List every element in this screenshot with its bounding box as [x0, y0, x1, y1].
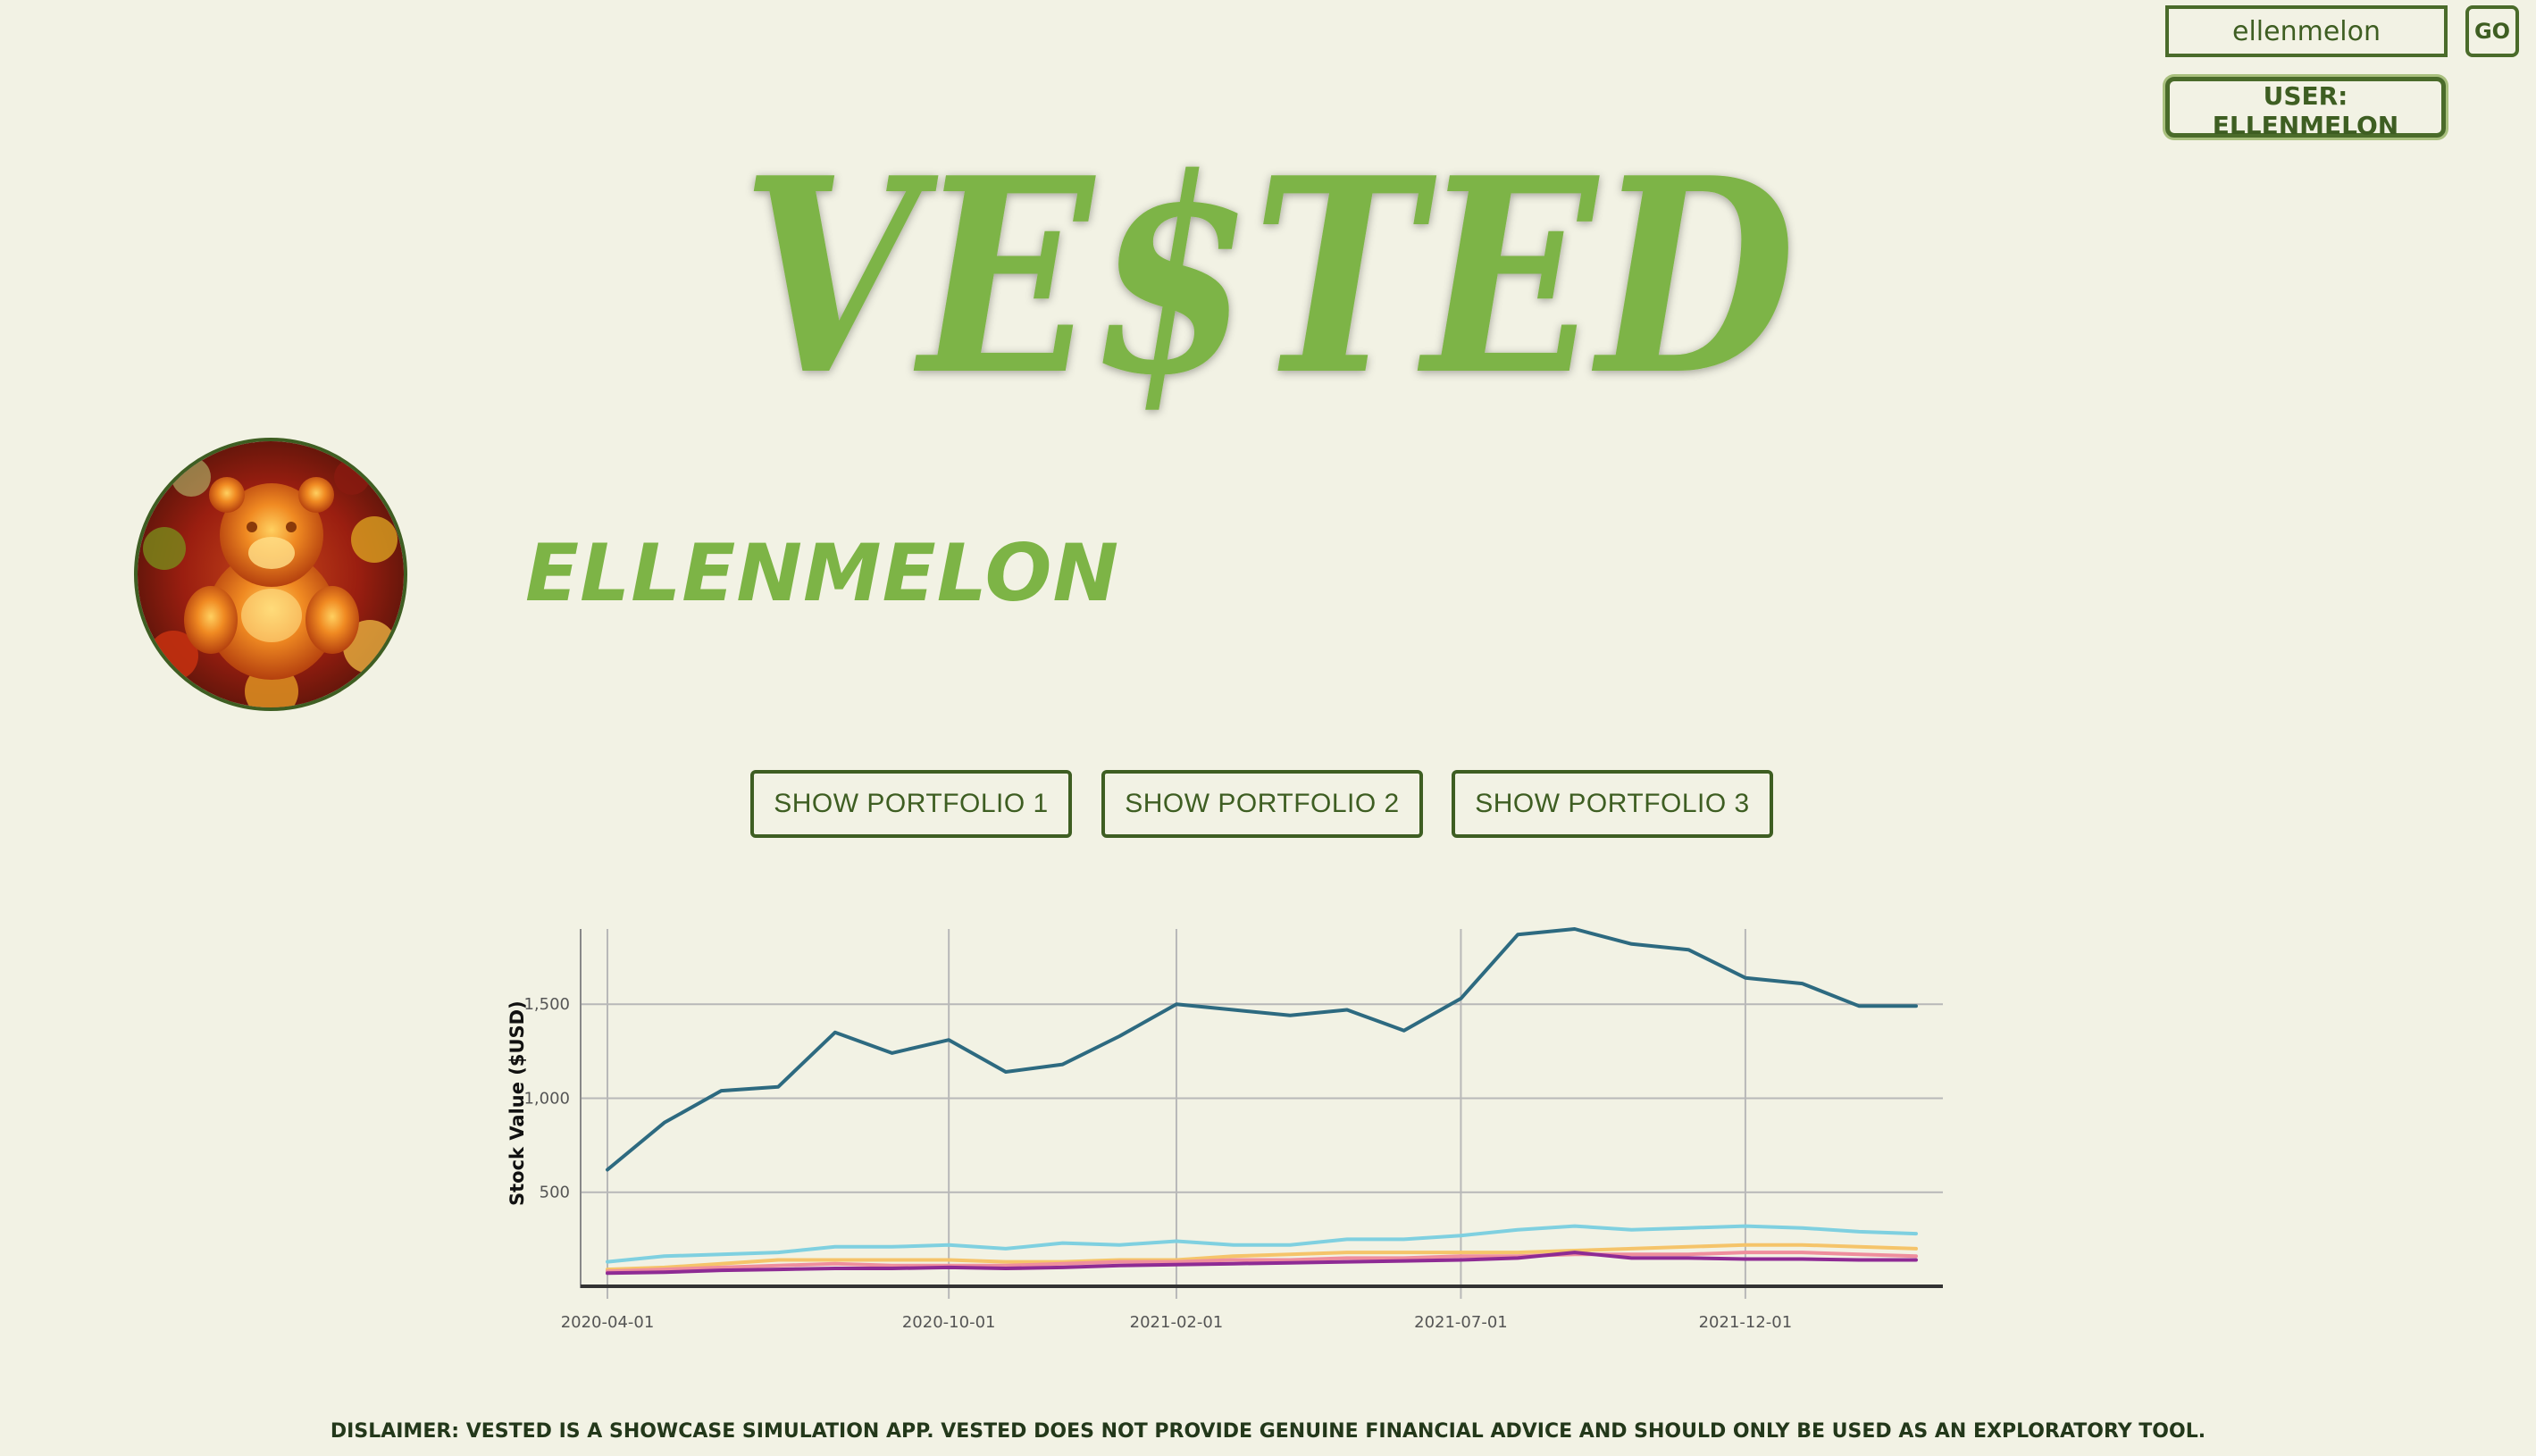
x-tick-label: 2021-12-01	[1699, 1313, 1793, 1332]
y-tick-label: 1,000	[523, 1089, 570, 1108]
series-line-1	[606, 927, 1918, 1172]
y-tick-label: 500	[540, 1184, 570, 1202]
profile-username: ELLENMELON	[525, 527, 1120, 619]
x-tick-label: 2021-07-01	[1414, 1313, 1508, 1332]
x-tick-label: 2020-10-01	[902, 1313, 996, 1332]
series-line-5	[606, 1251, 1918, 1276]
show-portfolio-1-button[interactable]: SHOW PORTFOLIO 1	[750, 770, 1072, 838]
avatar	[134, 438, 407, 711]
logo-text: VE$TED	[741, 134, 1797, 429]
disclaimer-text: DISLAIMER: VESTED IS A SHOWCASE SIMULATI…	[330, 1420, 2206, 1443]
username-search-input[interactable]	[2165, 5, 2448, 57]
series-line-2	[606, 1224, 1918, 1264]
go-button[interactable]: GO	[2465, 5, 2519, 57]
series-line-4	[606, 1251, 1918, 1274]
show-portfolio-3-button[interactable]: SHOW PORTFOLIO 3	[1452, 770, 1773, 838]
user-badge-button[interactable]: USER: ELLENMELON	[2165, 77, 2446, 140]
vested-logo: VE$TED	[741, 134, 1797, 429]
gummy-bear-image	[138, 441, 404, 707]
y-tick-label: 1,500	[523, 995, 570, 1014]
x-tick-label: 2021-02-01	[1130, 1313, 1224, 1332]
x-tick-label: 2020-04-01	[561, 1313, 655, 1332]
series-line-3	[606, 1243, 1918, 1272]
stock-value-chart: 500 1,000 1,500 2020-04-01 2020-10-01 2021-02…	[523, 927, 1943, 1332]
show-portfolio-2-button[interactable]: SHOW PORTFOLIO 2	[1101, 770, 1423, 838]
